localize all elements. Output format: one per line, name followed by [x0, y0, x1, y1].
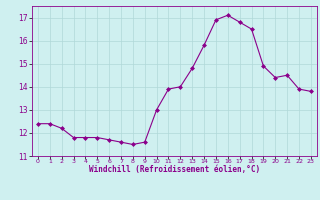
X-axis label: Windchill (Refroidissement éolien,°C): Windchill (Refroidissement éolien,°C): [89, 165, 260, 174]
